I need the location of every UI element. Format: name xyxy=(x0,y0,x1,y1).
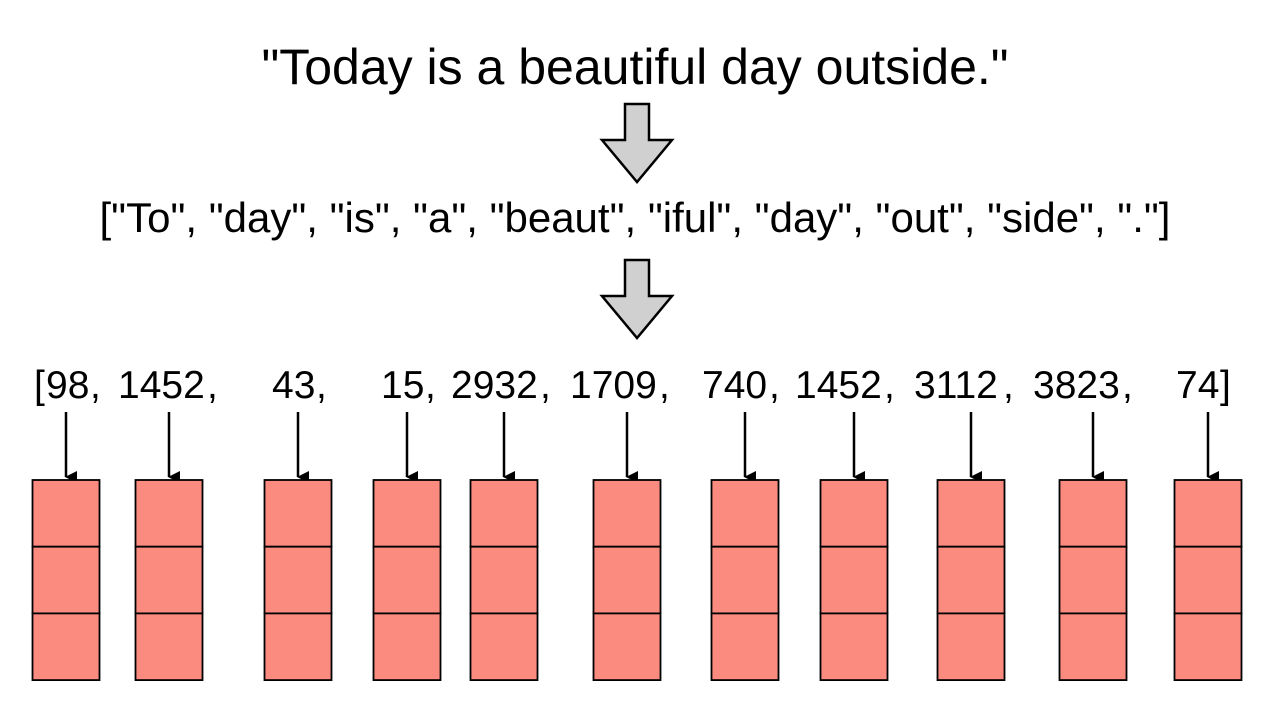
separator: , xyxy=(316,364,327,407)
close-bracket: ] xyxy=(1220,364,1231,407)
embedding-cell xyxy=(263,612,333,682)
embedding-vector xyxy=(710,479,780,682)
embedding-vector xyxy=(1058,479,1128,682)
embedding-vector xyxy=(936,479,1006,682)
token-id-list: [ 98 , 1452 , 43 , 15 , 2932 , 1709 , 74… xyxy=(0,358,1270,414)
embedding-cell xyxy=(592,545,662,615)
embedding-cell xyxy=(1058,479,1128,548)
embedding-cell xyxy=(710,612,780,682)
token-id: 1709 xyxy=(570,364,657,407)
token-id: 740 xyxy=(702,364,768,407)
token-id: 98 xyxy=(46,364,90,407)
token-id: 43 xyxy=(272,364,316,407)
embedding-vector xyxy=(372,479,442,682)
separator: , xyxy=(769,364,780,407)
token-id: 3112 xyxy=(914,364,998,407)
embedding-vector xyxy=(469,479,539,682)
embedding-cell xyxy=(819,479,889,548)
embedding-vector xyxy=(1173,479,1243,682)
embedding-cell xyxy=(31,612,101,682)
embedding-cell xyxy=(1058,612,1128,682)
embedding-cell xyxy=(263,545,333,615)
embedding-vector xyxy=(592,479,662,682)
separator: , xyxy=(1122,364,1133,407)
block-down-arrow-icon xyxy=(599,102,675,184)
embedding-cell xyxy=(819,545,889,615)
separator: , xyxy=(659,364,670,407)
embedding-cell xyxy=(1173,545,1243,615)
embedding-cell xyxy=(936,612,1006,682)
embedding-cell xyxy=(134,612,204,682)
embedding-vector xyxy=(134,479,204,682)
token-id: 15 xyxy=(381,364,425,407)
embedding-cell xyxy=(372,479,442,548)
embedding-cell xyxy=(134,479,204,548)
embedding-cell xyxy=(469,545,539,615)
token-id: 2932 xyxy=(451,364,538,407)
separator: , xyxy=(90,364,101,407)
embedding-cell xyxy=(31,479,101,548)
token-list: ["To", "day", "is", "a", "beaut", "iful"… xyxy=(99,194,1171,241)
embedding-cell xyxy=(469,479,539,548)
embedding-cell xyxy=(1058,545,1128,615)
embedding-cell xyxy=(592,479,662,548)
embedding-cell xyxy=(710,545,780,615)
separator: , xyxy=(1003,364,1014,407)
block-down-arrow-icon xyxy=(599,258,675,340)
embedding-cell xyxy=(31,545,101,615)
embedding-cell xyxy=(1173,612,1243,682)
token-id: 1452 xyxy=(795,364,882,407)
embedding-vector xyxy=(263,479,333,682)
embedding-cell xyxy=(592,612,662,682)
embedding-cell xyxy=(710,479,780,548)
embedding-cell xyxy=(469,612,539,682)
open-bracket: [ xyxy=(34,364,45,407)
embedding-cell xyxy=(936,545,1006,615)
embedding-cell xyxy=(936,479,1006,548)
token-id: 1452 xyxy=(118,364,205,407)
separator: , xyxy=(540,364,551,407)
embedding-cell xyxy=(819,612,889,682)
embedding-cell xyxy=(372,545,442,615)
token-id: 74 xyxy=(1176,364,1220,407)
embedding-cell xyxy=(1173,479,1243,548)
embedding-cell xyxy=(134,545,204,615)
embedding-vector xyxy=(819,479,889,682)
embedding-cell xyxy=(263,479,333,548)
embedding-cell xyxy=(372,612,442,682)
token-id: 3823 xyxy=(1033,364,1120,407)
separator: , xyxy=(425,364,436,407)
input-sentence: "Today is a beautiful day outside." xyxy=(261,39,1009,95)
separator: , xyxy=(207,364,218,407)
separator: , xyxy=(884,364,895,407)
embedding-vector xyxy=(31,479,101,682)
